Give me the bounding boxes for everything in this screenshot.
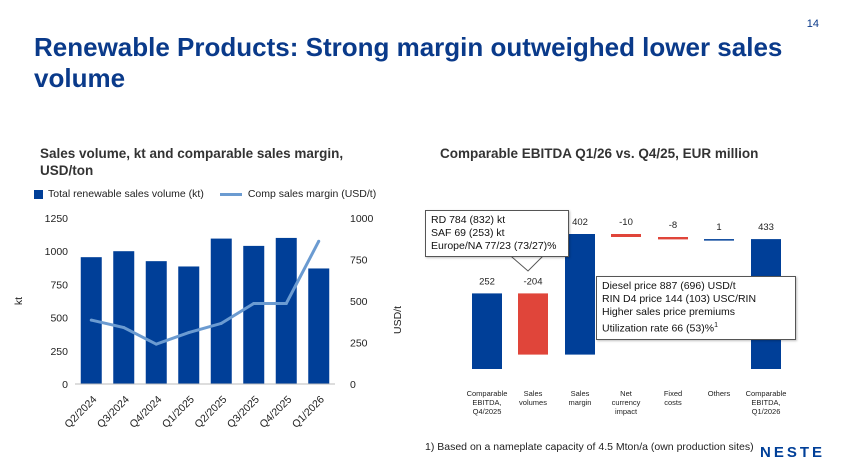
- y2-tick-label: 0: [350, 379, 356, 391]
- y-tick-label: 1000: [45, 246, 69, 258]
- callout-line: SAF 69 (253) kt: [431, 227, 505, 239]
- waterfall-category-label: costs: [664, 398, 682, 407]
- callout-line: RIN D4 price 144 (103) USC/RIN: [602, 293, 757, 305]
- margin-point: [154, 342, 158, 346]
- right-chart-title: Comparable EBITDA Q1/26 vs. Q4/25, EUR m…: [440, 146, 759, 161]
- x-tick-label: Q1/2026: [290, 394, 327, 431]
- waterfall-category-label: Q1/2026: [752, 407, 781, 416]
- volume-bar: [113, 251, 135, 384]
- x-tick-label: Q1/2025: [160, 394, 197, 431]
- waterfall-value-label: -204: [523, 276, 542, 287]
- y2-tick-label: 500: [350, 296, 368, 308]
- waterfall-value-label: -8: [669, 220, 677, 231]
- callout-line: Higher sales price premiums: [602, 306, 736, 318]
- waterfall-bar: [518, 293, 548, 355]
- volume-bar: [178, 266, 200, 384]
- y-tick-label: 750: [50, 279, 68, 291]
- y2-tick-label: 250: [350, 338, 368, 350]
- footnote: 1) Based on a nameplate capacity of 4.5 …: [425, 441, 754, 453]
- callout-line: Utilization rate 66 (53)%: [602, 322, 715, 335]
- waterfall-category-label: currency: [612, 398, 641, 407]
- volume-bar: [275, 237, 297, 384]
- y-tick-label: 500: [50, 313, 68, 325]
- callout-line-with-sup: Utilization rate 66 (53)%1: [602, 319, 790, 336]
- y-tick-label: 1250: [45, 213, 69, 225]
- waterfall-category-label: Sales: [571, 389, 590, 398]
- waterfall-category-label: Others: [708, 389, 731, 398]
- callout-line: RD 784 (832) kt: [431, 214, 506, 226]
- footnote-marker: 1: [714, 322, 718, 329]
- margin-point: [122, 326, 126, 330]
- waterfall-bar: [658, 237, 688, 240]
- waterfall-bar: [565, 234, 595, 355]
- x-tick-label: Q3/2025: [225, 394, 262, 431]
- callout-volume-details: RD 784 (832) kt SAF 69 (253) kt Europe/N…: [425, 210, 569, 257]
- legend-line-label: Comp sales margin (USD/t): [247, 188, 377, 200]
- margin-point: [317, 239, 321, 243]
- legend-line-swatch: [219, 192, 242, 196]
- callout-line: Europe/NA 77/23 (73/27)%: [431, 240, 557, 252]
- waterfall-value-label: 252: [479, 276, 495, 287]
- left-chart-title: Sales volume, kt and comparable sales ma…: [40, 146, 344, 178]
- x-tick-label: Q4/2024: [127, 394, 164, 431]
- waterfall-value-label: -10: [619, 217, 633, 228]
- volume-bar: [210, 238, 232, 384]
- waterfall-bar: [704, 239, 734, 241]
- x-tick-label: Q2/2025: [192, 394, 229, 431]
- neste-logo: NESTE: [760, 444, 826, 461]
- waterfall-bar: [472, 293, 502, 369]
- margin-point: [89, 318, 93, 322]
- margin-point: [252, 301, 256, 305]
- margin-point: [187, 331, 191, 335]
- slide-title: Renewable Products: Strong margin outwei…: [34, 32, 783, 93]
- waterfall-category-label: impact: [615, 407, 638, 416]
- waterfall-bar: [611, 234, 641, 237]
- waterfall-category-label: Q4/2025: [473, 407, 502, 416]
- x-tick-label: Q4/2025: [257, 394, 294, 431]
- y2-tick-label: 1000: [350, 213, 374, 225]
- waterfall-category-label: EBITDA,: [472, 398, 501, 407]
- waterfall-value-label: 433: [758, 222, 774, 233]
- y-tick-label: 250: [50, 346, 68, 358]
- waterfall-value-label: 402: [572, 217, 588, 228]
- volume-bar: [145, 261, 167, 384]
- margin-point: [219, 321, 223, 325]
- waterfall-category-label: volumes: [519, 398, 547, 407]
- y-axis-label: USD/t: [392, 306, 404, 334]
- waterfall-category-label: Fixed: [664, 389, 682, 398]
- waterfall-value-label: 1: [716, 222, 721, 233]
- y-tick-label: 0: [62, 379, 68, 391]
- waterfall-category-label: Sales: [524, 389, 543, 398]
- waterfall-category-label: Comparable: [746, 389, 787, 398]
- y2-tick-label: 750: [350, 255, 368, 267]
- left-chart-legend: Total renewable sales volume (kt) Comp s…: [34, 188, 376, 200]
- x-tick-label: Q2/2024: [62, 394, 99, 431]
- volume-bar: [243, 245, 265, 384]
- callout-line: Diesel price 887 (696) USD/t: [602, 280, 736, 292]
- waterfall-category-label: Net: [620, 389, 633, 398]
- waterfall-category-label: Comparable: [467, 389, 508, 398]
- y-axis-label: kt: [13, 297, 25, 305]
- callout-margin-details: Diesel price 887 (696) USD/t RIN D4 pric…: [596, 276, 796, 340]
- margin-line: [90, 240, 321, 346]
- x-tick-label: Q3/2024: [95, 394, 132, 431]
- volume-bar: [308, 268, 330, 384]
- waterfall-category-label: EBITDA,: [751, 398, 780, 407]
- legend-bar-swatch: [34, 189, 43, 199]
- legend-bar-label: Total renewable sales volume (kt): [48, 188, 204, 200]
- waterfall-category-label: margin: [569, 398, 592, 407]
- margin-point: [284, 301, 288, 305]
- page-number: 14: [806, 18, 819, 30]
